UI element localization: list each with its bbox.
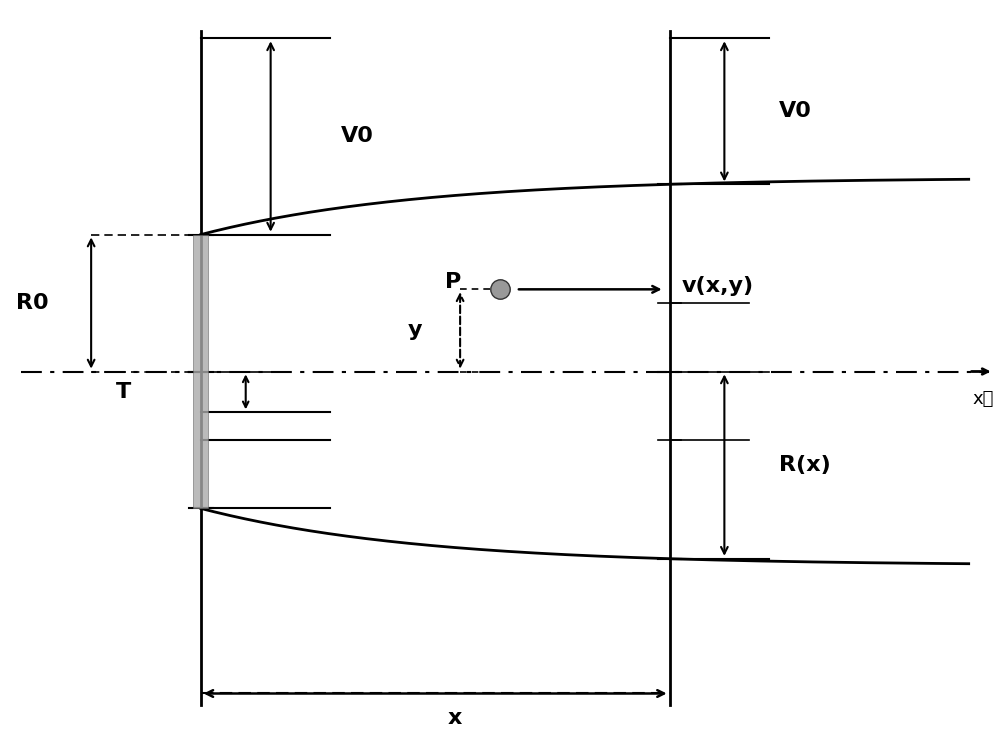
Text: V0: V0 xyxy=(779,101,812,121)
Text: x: x xyxy=(448,708,462,728)
Bar xyxy=(193,235,208,508)
Text: y: y xyxy=(408,320,422,340)
Text: R(x): R(x) xyxy=(779,455,831,475)
Text: T: T xyxy=(116,382,131,402)
Text: V0: V0 xyxy=(340,126,373,146)
Text: v(x,y): v(x,y) xyxy=(681,276,754,296)
Text: x轴: x轴 xyxy=(972,390,994,408)
Text: R0: R0 xyxy=(16,293,49,313)
Text: P: P xyxy=(445,272,461,292)
